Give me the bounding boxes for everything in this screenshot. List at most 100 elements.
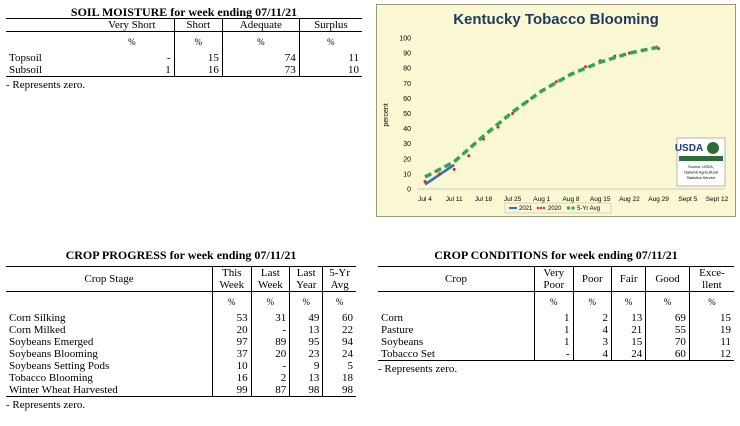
pct-label: %	[173, 31, 223, 52]
row-label: Soybeans	[381, 335, 424, 348]
col-very-short: Very Short	[108, 19, 156, 31]
table-row: Soybeans Setting Pods 10-9 5	[6, 359, 356, 372]
col-fair: Fair	[610, 266, 646, 292]
cell: 73	[221, 63, 300, 76]
row-label: Pasture	[381, 323, 414, 336]
cell: 2	[572, 311, 612, 324]
cell: 60	[322, 311, 356, 324]
y-tick-label: 80	[403, 66, 411, 73]
pct-label: %	[298, 31, 362, 52]
legend-label-2021: 2021	[519, 206, 533, 212]
cell: 87	[250, 383, 290, 396]
cell: 49	[289, 311, 323, 324]
y-tick-label: 50	[403, 111, 411, 118]
cell: 55	[645, 323, 690, 336]
data-point-2020	[423, 179, 427, 183]
pct-label: %	[212, 291, 252, 312]
soil-moisture-section: SOIL MOISTURE for week ending 07/11/21 V…	[6, 6, 362, 91]
cell: 4	[572, 323, 612, 336]
col-excellent: Exce-llent	[688, 266, 734, 292]
cell: 24	[322, 347, 356, 360]
row-label: Soybeans Emerged	[9, 335, 94, 348]
row-label: Tobacco Blooming	[9, 371, 93, 384]
row-label: Winter Wheat Harvested	[9, 383, 118, 396]
cell: 11	[298, 51, 362, 64]
cell: 1	[534, 323, 573, 336]
data-point-2020	[554, 80, 558, 84]
soil-moisture-title: SOIL MOISTURE for week ending 07/11/21	[70, 5, 298, 19]
x-tick-label: Aug 8	[563, 196, 580, 203]
soil-moisture-note: - Represents zero.	[6, 78, 86, 91]
col-this-week: This Week	[212, 266, 252, 292]
cell: 20	[250, 347, 290, 360]
x-tick-label: Aug 1	[533, 196, 550, 203]
cell: 11	[688, 335, 734, 348]
cell: 53	[212, 311, 252, 324]
col-very-poor: Very Poor	[534, 266, 573, 292]
y-axis-label: percent	[383, 103, 390, 126]
series-line-5-yr-avg	[424, 45, 659, 179]
crop-conditions-note: - Represents zero.	[378, 362, 458, 375]
table-row: Soybeans 1 3 15 70 11	[378, 335, 734, 348]
cell: 13	[289, 371, 323, 384]
table-row: Corn Silking 53 31 49 60	[6, 311, 356, 324]
cell: 15	[688, 311, 734, 324]
crop-progress-table: Crop Stage This Week Last Week Last Year 5-…	[6, 266, 356, 397]
pct-label: %	[610, 291, 646, 312]
legend-label-5yr-avg: 5-Yr Avg	[577, 206, 600, 212]
crop-conditions-table: Crop Very Poor Poor Fair Good Exce-llent …	[378, 266, 734, 361]
data-point-2020	[452, 167, 456, 171]
data-point-2020	[438, 172, 442, 176]
row-label: Soybeans Blooming	[9, 347, 98, 360]
table-row: Tobacco Blooming 16 2 13 18	[6, 371, 356, 384]
cell: 24	[610, 347, 646, 360]
y-tick-label: 70	[403, 81, 411, 88]
col-5yr-avg: 5-Yr Avg	[322, 266, 356, 292]
row-label: Subsoil	[9, 63, 43, 76]
cell: 60	[645, 347, 690, 360]
cell: 16	[173, 63, 223, 76]
table-row: Soybeans Blooming 37 20 23 24	[6, 347, 356, 360]
x-tick-label: Sept 12	[706, 196, 729, 203]
y-tick-label: 0	[407, 187, 411, 194]
pct-label: %	[289, 291, 323, 312]
y-tick-label: 20	[403, 156, 411, 163]
cell: 3	[572, 335, 612, 348]
pct-label: %	[534, 291, 573, 312]
cell: 89	[250, 335, 290, 348]
crop-conditions-section: CROP CONDITIONS for week ending 07/11/21…	[378, 248, 734, 375]
cell: 9	[289, 359, 323, 372]
cell: 2	[250, 371, 290, 384]
table-row: Subsoil 1 16 73 10	[6, 63, 362, 76]
cell: 69	[645, 311, 690, 324]
y-tick-label: 90	[403, 51, 411, 58]
cell: -	[167, 51, 171, 64]
usda-source-text: National Agricultural	[684, 171, 718, 175]
cell: 15	[173, 51, 223, 64]
col-last-week: Last Week	[250, 266, 290, 292]
table-row: Topsoil - 15 74 11	[6, 51, 362, 64]
x-tick-label: Jul 25	[504, 196, 522, 203]
legend-box	[504, 202, 612, 214]
cell: 10	[298, 63, 362, 76]
cell: 22	[322, 323, 356, 336]
cell: 74	[221, 51, 300, 64]
data-point-2020	[511, 112, 515, 115]
cell: 20	[212, 323, 252, 336]
soil-moisture-table: SOIL MOISTURE for week ending 07/11/21 V…	[6, 6, 362, 77]
cell: 10	[212, 359, 252, 372]
cell: 97	[212, 335, 252, 348]
cell: -	[534, 347, 573, 360]
cell: 98	[289, 383, 323, 396]
y-tick-label: 100	[399, 36, 411, 43]
cell: 98	[322, 383, 356, 396]
col-last-year: Last Year	[289, 266, 323, 292]
y-tick-label: 40	[403, 126, 411, 133]
pct-label: %	[572, 291, 612, 312]
x-tick-label: Aug 15	[590, 196, 611, 203]
x-tick-label: Jul 18	[475, 196, 493, 203]
cell: -	[250, 323, 290, 336]
legend-swatch	[536, 206, 540, 210]
col-short: Short	[173, 18, 223, 32]
cell: 18	[322, 371, 356, 384]
